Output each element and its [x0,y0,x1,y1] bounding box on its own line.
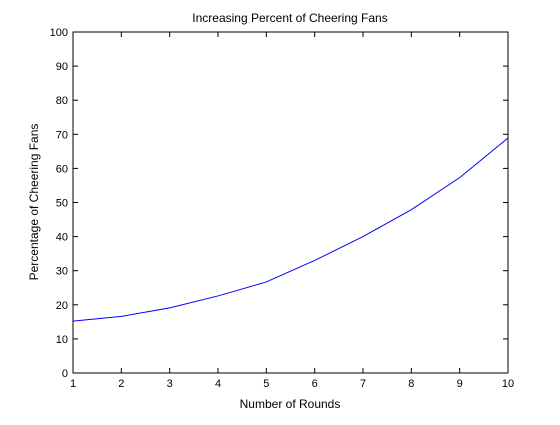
data-point [218,295,219,296]
y-tick-label: 20 [56,300,68,312]
data-point [266,281,267,282]
y-tick-label: 50 [56,198,68,210]
x-tick-label: 1 [70,378,76,390]
x-tick-label: 3 [167,378,173,390]
x-tick-label: 10 [502,378,514,390]
chart-title: Increasing Percent of Cheering Fans [192,11,387,25]
y-tick-label: 100 [50,27,68,39]
y-tick-label: 10 [56,334,68,346]
y-tick-label: 70 [56,129,68,141]
y-axis-label: Percentage of Cheering Fans [27,124,41,281]
y-tick-label: 30 [56,266,68,278]
y-tick-label: 60 [56,163,68,175]
y-axis-ticks: 0 10 20 30 40 50 60 70 80 90 100 [50,27,508,380]
data-point [73,321,74,322]
y-tick-label: 80 [56,95,68,107]
x-axis-ticks: 1 2 3 4 5 6 7 8 9 10 [70,32,514,390]
data-point [314,260,315,261]
data-point [459,177,460,178]
x-tick-label: 9 [457,378,463,390]
y-tick-label: 90 [56,61,68,73]
x-tick-label: 5 [263,378,269,390]
series-line [72,137,509,322]
plot-area [72,31,509,374]
data-point [508,138,509,139]
series-layer [72,137,509,322]
x-axis-label: Number of Rounds [240,397,341,411]
data-point [169,307,170,308]
y-tick-label: 40 [56,232,68,244]
x-tick-label: 6 [312,378,318,390]
x-tick-label: 8 [408,378,414,390]
x-tick-label: 4 [215,378,221,390]
x-tick-label: 7 [360,378,366,390]
y-tick-label: 0 [62,368,68,380]
x-tick-label: 2 [118,378,124,390]
data-point [411,209,412,210]
data-point [121,316,122,317]
data-point [363,236,364,237]
